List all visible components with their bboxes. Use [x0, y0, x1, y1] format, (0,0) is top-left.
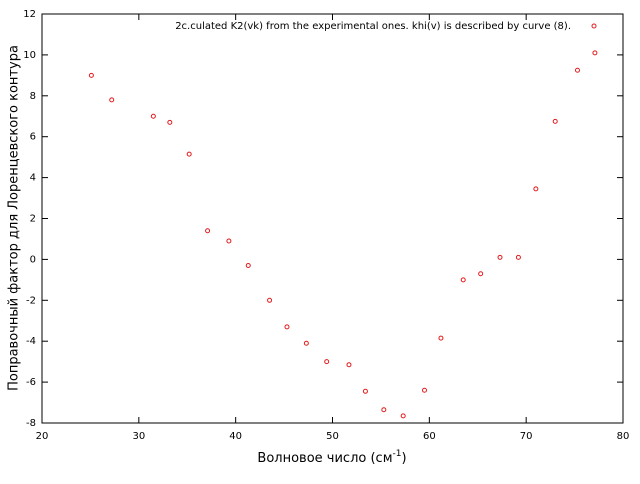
point [109, 97, 115, 103]
point [438, 335, 444, 341]
y-tick-label: 6 [30, 132, 36, 143]
point [88, 72, 94, 78]
legend-marker [591, 23, 597, 29]
point [245, 263, 251, 269]
point [381, 407, 387, 413]
y-axis-label: Поправочный фактор для Лоренцевского кон… [7, 45, 22, 391]
point [497, 254, 503, 260]
x-tick-label: 50 [326, 431, 339, 442]
y-tick-label: 12 [23, 9, 36, 20]
x-tick-label: 80 [617, 431, 630, 442]
point [150, 113, 156, 119]
y-tick-label: 10 [23, 50, 36, 61]
y-tick-label: -4 [26, 336, 36, 347]
y-tick-label: 0 [30, 254, 36, 265]
x-tick-label: 60 [423, 431, 436, 442]
point [267, 297, 273, 303]
y-tick-label: -2 [26, 295, 36, 306]
point [592, 50, 598, 56]
y-tick-label: 4 [30, 173, 36, 184]
point [284, 324, 290, 330]
point [552, 118, 558, 124]
point [167, 119, 173, 125]
point [400, 413, 406, 419]
legend-label: 2c.culated K2(vk) from the experimental … [175, 21, 571, 32]
point [533, 186, 539, 192]
x-tick-label: 40 [229, 431, 242, 442]
point [346, 362, 352, 368]
point [226, 238, 232, 244]
point [478, 271, 484, 277]
point [460, 277, 466, 283]
x-label-end: ) [401, 451, 406, 466]
y-tick-label: -6 [26, 377, 36, 388]
x-label-sup: -1 [393, 449, 402, 459]
point [205, 228, 211, 234]
point [324, 359, 330, 365]
point [362, 388, 368, 394]
x-label-text: Волновое число (см [257, 451, 392, 466]
y-tick-label: 2 [30, 214, 36, 225]
x-tick-label: 30 [132, 431, 145, 442]
x-tick-label: 70 [520, 431, 533, 442]
point [515, 254, 521, 260]
point [421, 387, 427, 393]
y-tick-label: -8 [26, 418, 36, 429]
point [303, 340, 309, 346]
point [574, 67, 580, 73]
x-axis-label: Волновое число (см-1) [257, 449, 406, 466]
y-tick-label: 8 [30, 91, 36, 102]
point [186, 151, 192, 157]
x-tick-label: 20 [36, 431, 49, 442]
